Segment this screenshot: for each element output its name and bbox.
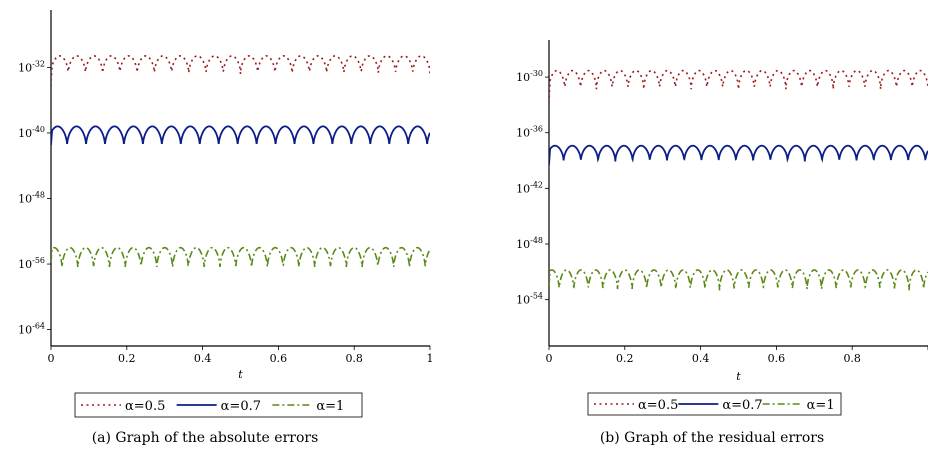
y-tick-label-base: 10 [516, 127, 530, 140]
x-axis-label: t [238, 368, 243, 381]
series-line-2 [51, 125, 430, 146]
y-tick-label-base: 10 [516, 294, 530, 307]
y-tick-label-exponent: -48 [530, 236, 543, 245]
x-tick-label: 0.4 [692, 352, 710, 365]
series-line-1 [51, 55, 430, 87]
y-tick-label: 10-32 [18, 59, 45, 74]
legend-label-2: α=0.7 [722, 398, 762, 413]
legend-label-1: α=0.5 [125, 399, 165, 414]
y-tick-label-exponent: -32 [32, 59, 45, 68]
panel-caption: (a) Graph of the absolute errors [92, 430, 319, 446]
y-tick-label: 10-42 [516, 180, 543, 195]
y-tick-label-exponent: -56 [32, 256, 45, 265]
x-tick-label: 0.2 [616, 352, 634, 365]
y-tick-label: 10-54 [516, 292, 543, 307]
y-tick-label-base: 10 [516, 71, 530, 84]
legend-label-1: α=0.5 [638, 398, 678, 413]
y-tick-label-base: 10 [18, 258, 32, 271]
y-tick-label: 10-30 [516, 69, 543, 84]
x-tick-label: 0.8 [843, 352, 861, 365]
y-tick-label-base: 10 [18, 324, 32, 337]
y-tick-label: 10-56 [18, 256, 45, 271]
x-tick-label: 0.8 [345, 352, 363, 365]
y-tick-label: 10-64 [18, 322, 45, 337]
y-tick-label-base: 10 [18, 192, 32, 205]
legend-label-3: α=1 [316, 399, 344, 414]
y-tick-label-exponent: -64 [32, 322, 45, 331]
y-tick-label-exponent: -54 [530, 292, 543, 301]
x-tick-label: 1 [427, 352, 434, 365]
legend: α=0.5 α=0.7 α=1 [74, 392, 363, 418]
y-tick-label-exponent: -48 [32, 190, 45, 199]
y-tick-label: 10-36 [516, 125, 543, 140]
x-tick-label: 0.4 [194, 352, 212, 365]
y-tick-label-exponent: -36 [530, 125, 543, 134]
legend: α=0.5 α=0.7 α=1 [587, 392, 842, 416]
legend-label-3: α=1 [807, 398, 835, 413]
y-tick-label-exponent: -42 [530, 180, 543, 189]
legend-label-2: α=0.7 [221, 399, 261, 414]
panel-caption: (b) Graph of the residual errors [600, 430, 824, 446]
y-tick-label-exponent: -40 [32, 125, 45, 134]
series-line-2 [549, 144, 928, 165]
series-line-3 [51, 246, 430, 268]
x-tick-label: 0 [48, 352, 55, 365]
y-tick-label: 10-40 [18, 125, 45, 140]
y-tick-label: 10-48 [516, 236, 543, 251]
y-tick-label-base: 10 [18, 61, 32, 74]
x-axis-label: t [736, 370, 741, 383]
x-tick-label: 0.2 [118, 352, 136, 365]
legend-box [74, 392, 363, 418]
x-tick-label: 0 [546, 352, 553, 365]
y-tick-label: 10-48 [18, 190, 45, 205]
y-tick-label-base: 10 [516, 182, 530, 195]
y-tick-label-base: 10 [516, 238, 530, 251]
x-tick-label: 0.6 [270, 352, 288, 365]
y-tick-label-exponent: -30 [530, 69, 543, 78]
series-line-3 [549, 269, 928, 291]
series-line-1 [549, 69, 928, 104]
y-tick-label-base: 10 [18, 127, 32, 140]
x-tick-label: 0.6 [768, 352, 786, 365]
